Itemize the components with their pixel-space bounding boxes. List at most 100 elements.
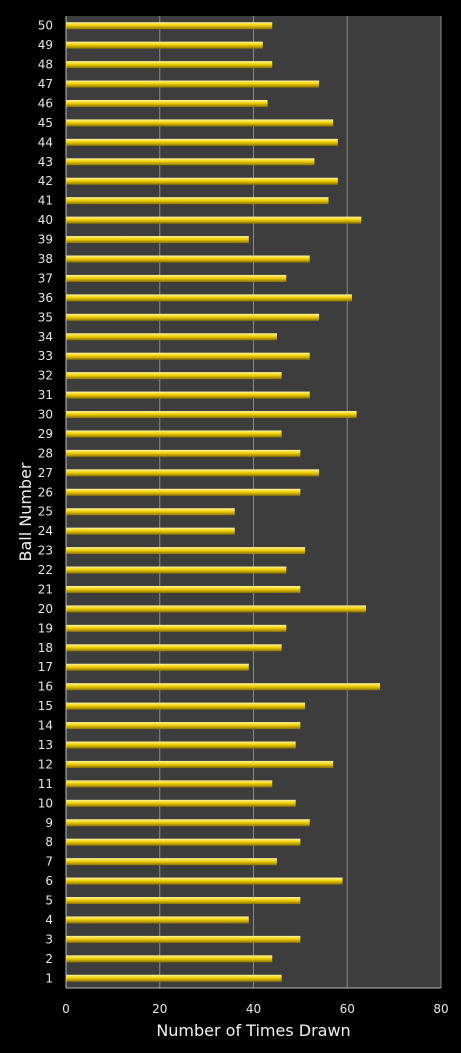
y-tick-label: 47 [38,77,53,91]
y-tick-label: 8 [45,835,53,849]
bar-ball-36 [66,294,352,302]
x-axis-title: Number of Times Drawn [156,1021,350,1040]
bar-ball-48 [66,61,273,69]
bar-ball-45 [66,119,334,127]
bar-ball-24 [66,527,235,535]
bar-ball-34 [66,333,277,341]
bar-ball-29 [66,430,282,438]
y-tick-label: 7 [45,855,53,869]
y-tick-label: 2 [45,952,53,966]
bar-ball-9 [66,819,310,827]
bar-ball-1 [66,974,282,982]
y-tick-label: 10 [38,796,53,810]
y-tick-label: 9 [45,816,53,830]
bar-ball-15 [66,702,306,710]
y-tick-label: 16 [38,680,53,694]
y-tick-label: 1 [45,971,53,985]
y-tick-label: 20 [38,602,53,616]
bar-ball-46 [66,99,268,107]
y-tick-label: 39 [38,233,53,247]
y-tick-label: 12 [38,757,53,771]
bar-ball-3 [66,935,301,943]
x-tick-label: 0 [62,1002,70,1016]
bar-ball-33 [66,352,310,360]
bar-ball-26 [66,488,301,496]
y-tick-label: 24 [38,524,53,538]
y-tick-label: 26 [38,485,53,499]
bar-ball-8 [66,838,301,846]
bar-ball-11 [66,780,273,788]
bar-ball-2 [66,955,273,963]
bar-ball-42 [66,177,338,185]
x-tick-label: 80 [433,1002,448,1016]
bar-ball-10 [66,799,296,807]
bar-ball-12 [66,760,334,768]
y-tick-label: 13 [38,738,53,752]
y-tick-label: 48 [38,58,53,72]
bar-ball-16 [66,683,381,691]
bar-ball-41 [66,197,329,205]
y-tick-label: 23 [38,544,53,558]
bar-ball-40 [66,216,362,224]
bar-ball-5 [66,897,301,905]
y-tick-label: 19 [38,621,53,635]
x-tick-label: 60 [340,1002,355,1016]
y-tick-label: 22 [38,563,53,577]
bar-ball-23 [66,547,306,555]
bar-ball-17 [66,663,249,671]
bar-ball-32 [66,372,282,380]
y-tick-label: 17 [38,660,53,674]
bar-ball-28 [66,449,301,457]
bar-ball-6 [66,877,343,885]
y-tick-label: 14 [38,719,53,733]
bar-ball-21 [66,585,301,593]
y-tick-label: 38 [38,252,53,266]
bar-ball-49 [66,41,263,49]
y-tick-label: 3 [45,932,53,946]
x-tick-label: 40 [246,1002,261,1016]
y-tick-label: 40 [38,213,53,227]
bar-ball-43 [66,158,315,166]
y-tick-label: 36 [38,291,53,305]
x-tick-labels: 0 20 40 60 80 [62,1002,448,1016]
bar-ball-35 [66,313,320,321]
y-tick-labels: 1234567891011121314151617181920212223242… [38,19,53,986]
y-tick-label: 5 [45,894,53,908]
bar-ball-14 [66,722,301,730]
x-tick-label: 20 [152,1002,167,1016]
y-tick-label: 30 [38,408,53,422]
bar-ball-18 [66,644,282,652]
bar-ball-13 [66,741,296,749]
y-tick-label: 27 [38,466,53,480]
y-tick-label: 42 [38,174,53,188]
y-axis-title: Ball Number [16,462,35,561]
bar-ball-27 [66,469,320,477]
bar-ball-7 [66,858,277,866]
y-tick-label: 49 [38,38,53,52]
bar-ball-22 [66,566,287,574]
y-tick-label: 4 [45,913,53,927]
y-tick-label: 11 [38,777,53,791]
y-tick-label: 35 [38,310,53,324]
bar-ball-50 [66,22,273,30]
y-tick-label: 45 [38,116,53,130]
y-tick-label: 18 [38,641,53,655]
bar-ball-37 [66,274,287,282]
bar-ball-19 [66,624,287,632]
y-tick-label: 32 [38,369,53,383]
y-tick-label: 31 [38,388,53,402]
bar-ball-30 [66,411,357,419]
y-tick-label: 6 [45,874,53,888]
bar-ball-4 [66,916,249,924]
y-tick-label: 29 [38,427,53,441]
y-tick-label: 34 [38,330,53,344]
y-tick-label: 44 [38,135,53,149]
y-tick-label: 50 [38,19,53,33]
y-tick-label: 41 [38,194,53,208]
y-tick-label: 33 [38,349,53,363]
y-tick-label: 43 [38,155,53,169]
y-tick-label: 46 [38,96,53,110]
y-tick-label: 28 [38,446,53,460]
bar-ball-20 [66,605,366,613]
y-tick-label: 15 [38,699,53,713]
